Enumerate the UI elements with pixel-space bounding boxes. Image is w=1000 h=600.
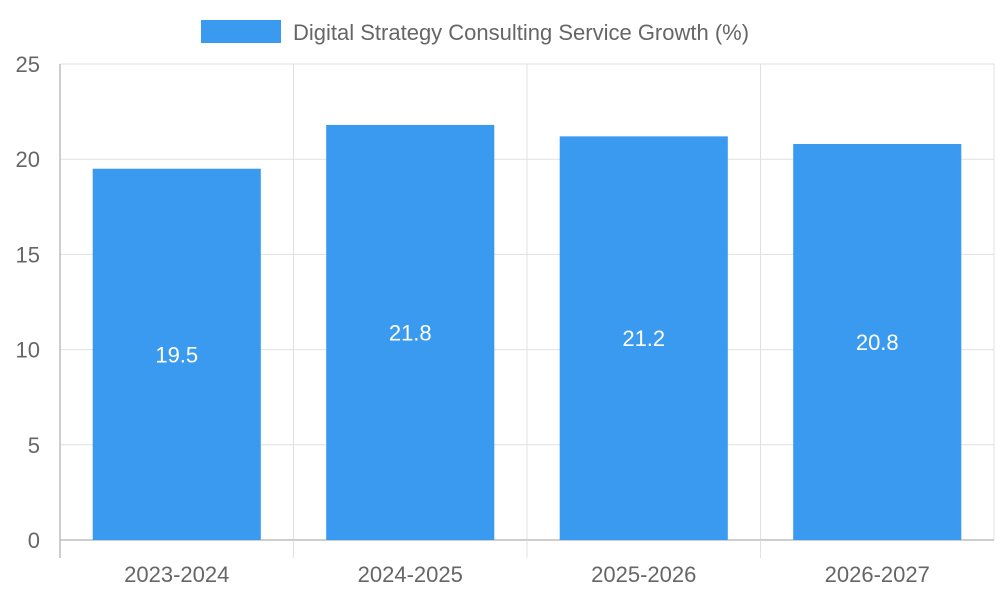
- bar-2026-2027: [793, 143, 962, 540]
- y-axis-ticks: 0 5 10 15 20 25: [16, 52, 40, 553]
- y-tick-label: 15: [16, 242, 40, 267]
- y-tick-label: 10: [16, 338, 40, 363]
- data-label: 21.8: [389, 320, 432, 345]
- x-tick-label: 2023-2024: [124, 562, 229, 587]
- legend-label: Digital Strategy Consulting Service Grow…: [293, 20, 749, 45]
- legend[interactable]: Digital Strategy Consulting Service Grow…: [201, 20, 749, 45]
- y-tick-label: 25: [16, 52, 40, 77]
- bar-2025-2026: [559, 136, 728, 541]
- x-tick-label: 2026-2027: [825, 562, 930, 587]
- bar-2024-2025: [326, 124, 495, 540]
- data-label: 19.5: [155, 342, 198, 367]
- y-tick-label: 20: [16, 147, 40, 172]
- x-tick-label: 2025-2026: [591, 562, 696, 587]
- y-tick-label: 0: [28, 528, 40, 553]
- legend-swatch: [201, 20, 281, 43]
- bar-2023-2024: [92, 168, 261, 540]
- data-label: 21.2: [622, 326, 665, 351]
- data-label: 20.8: [856, 330, 899, 355]
- x-axis-ticks: 2023-2024 2024-2025 2025-2026 2026-2027: [124, 562, 930, 587]
- x-tick-label: 2024-2025: [358, 562, 463, 587]
- bars: [92, 124, 962, 541]
- y-tick-label: 5: [28, 433, 40, 458]
- data-labels: 19.5 21.8 21.2 20.8: [155, 320, 898, 367]
